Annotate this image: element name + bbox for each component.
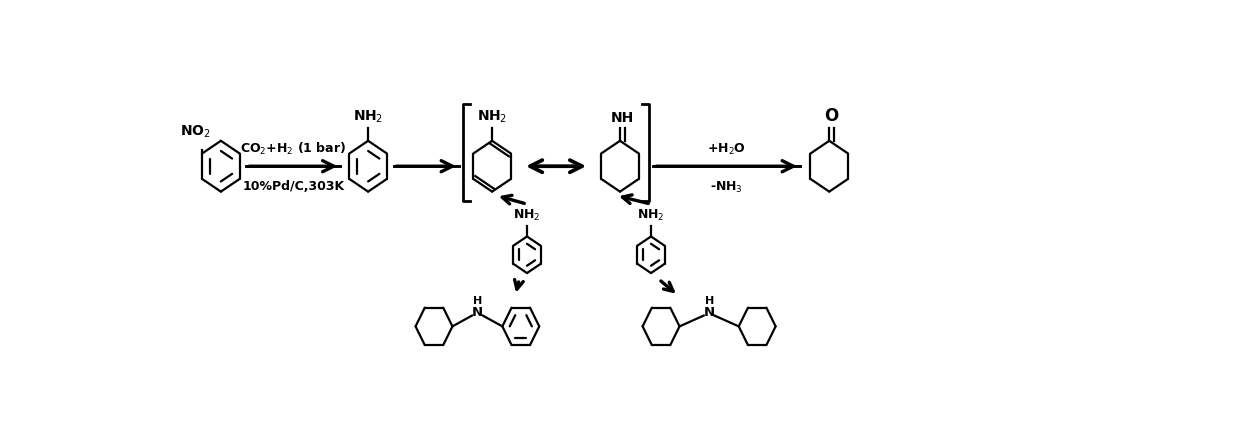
Text: N: N (472, 306, 482, 320)
Text: NH$_2$: NH$_2$ (513, 208, 541, 224)
Text: NH$_2$: NH$_2$ (477, 109, 507, 125)
Text: NO$_2$: NO$_2$ (181, 123, 211, 140)
Text: +H$_2$O: +H$_2$O (707, 142, 746, 157)
Text: CO$_2$+H$_2$ (1 bar): CO$_2$+H$_2$ (1 bar) (241, 141, 346, 157)
Text: -NH$_3$: -NH$_3$ (711, 180, 743, 195)
Text: NH: NH (611, 112, 634, 125)
Text: O: O (825, 107, 838, 125)
Text: NH$_2$: NH$_2$ (353, 109, 383, 125)
Text: N: N (703, 306, 714, 320)
Text: 10%Pd/C,303K: 10%Pd/C,303K (242, 180, 345, 193)
Text: NH$_2$: NH$_2$ (637, 208, 665, 224)
Text: H: H (472, 296, 482, 306)
Text: H: H (704, 296, 714, 306)
